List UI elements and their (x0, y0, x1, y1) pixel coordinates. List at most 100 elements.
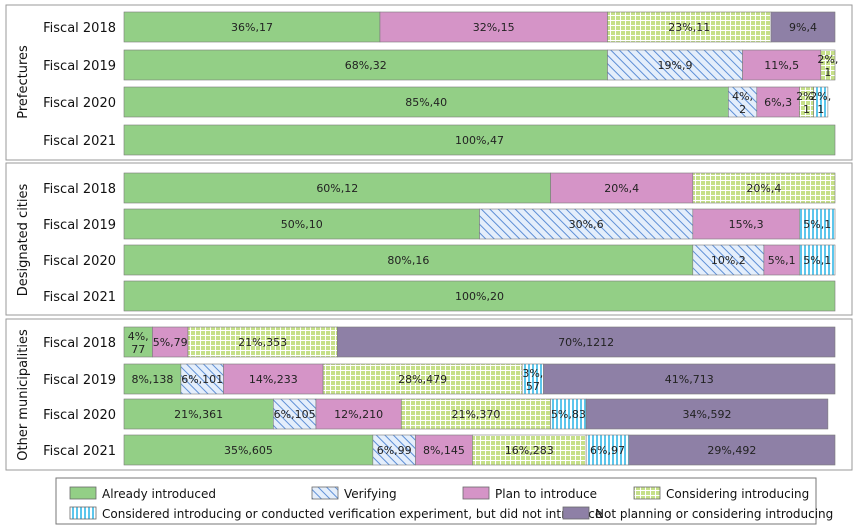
data-label: 4%, 2 (732, 90, 753, 116)
data-label: 6%,97 (590, 444, 625, 457)
row-label: Fiscal 2019 (43, 218, 116, 233)
row-label: Fiscal 2021 (43, 444, 116, 459)
data-label: 20%,4 (746, 182, 781, 195)
bar-segment-considering-introducing (472, 434, 587, 466)
data-label: 21%,361 (174, 408, 223, 421)
data-label: 14%,233 (249, 373, 298, 386)
bar-segment-considering-introducing (692, 172, 836, 204)
data-label: 3%, 57 (522, 367, 543, 393)
bar-segment-considering-introducing (607, 11, 772, 43)
bar-segment-considered-introducing-or-conducted-verification-experiment-but-did-not-introduce (585, 434, 630, 466)
data-label: 6%,105 (274, 408, 316, 421)
row-label: Fiscal 2020 (43, 254, 116, 269)
row-label: Fiscal 2020 (43, 408, 116, 423)
data-label: 15%,3 (729, 218, 764, 231)
bar-segment-already-introduced (123, 363, 182, 395)
data-label: 70%,1212 (558, 336, 614, 349)
data-label: 10%,2 (711, 254, 746, 267)
bar-segment-plan-to-introduce (692, 208, 800, 240)
legend-label: Plan to introduce (495, 487, 597, 501)
data-label: 100%,20 (455, 290, 504, 303)
bar-segment-plan-to-introduce (742, 49, 822, 81)
bar-segment-already-introduced (123, 398, 274, 430)
group-label-designated-cities: Designated cities (16, 183, 31, 296)
data-label: 28%,479 (398, 373, 447, 386)
data-label: 35%,605 (224, 444, 273, 457)
data-label: 34%,592 (683, 408, 732, 421)
row-label: Fiscal 2020 (43, 96, 116, 111)
data-label: 50%,10 (281, 218, 323, 231)
bar-segment-not-planning-or-considering-introducing (543, 363, 836, 395)
legend-swatch-considered-introducing-or-conducted-verification-experiment-but-did-not-introduce (69, 506, 97, 520)
data-label: 6%,101 (181, 373, 223, 386)
data-label: 23%,11 (668, 21, 710, 34)
bar-segment-considered-introducing-or-conducted-verification-experiment-but-did-not-introduce (799, 208, 836, 240)
data-label: 4%, 77 (128, 330, 149, 356)
bar-segment-verifying (180, 363, 224, 395)
row-label: Fiscal 2019 (43, 373, 116, 388)
data-label: 85%,40 (405, 96, 447, 109)
bar-segment-not-planning-or-considering-introducing (585, 398, 829, 430)
data-label: 8%,138 (131, 373, 173, 386)
data-label: 2%, 1 (796, 90, 817, 116)
data-label: 29%,492 (707, 444, 756, 457)
bar-segment-verifying (728, 86, 758, 118)
data-label: 80%,16 (387, 254, 429, 267)
bar-segment-not-planning-or-considering-introducing (770, 11, 836, 43)
bar-segment-already-introduced (123, 11, 381, 43)
data-label: 41%,713 (665, 373, 714, 386)
data-label: 32%,15 (473, 21, 515, 34)
bar-segment-already-introduced (123, 244, 694, 276)
bar-segment-considering-introducing (187, 326, 338, 358)
bar-segment-considered-introducing-or-conducted-verification-experiment-but-did-not-introduce (799, 244, 836, 276)
data-label: 11%,5 (764, 59, 799, 72)
bar-segment-considered-introducing-or-conducted-verification-experiment-but-did-not-introduce (813, 86, 829, 118)
bar-segment-verifying (273, 398, 317, 430)
legend-label: Already introduced (102, 487, 216, 501)
legend-swatch-verifying (311, 486, 339, 500)
legend-label: Verifying (344, 487, 397, 501)
data-label: 6%,3 (764, 96, 792, 109)
data-label: 12%,210 (334, 408, 383, 421)
legend-label: Not planning or considering introducing (595, 507, 833, 521)
legend-items: Already introduced Verifying Plan to intro… (69, 486, 833, 521)
data-label: 21%,370 (451, 408, 500, 421)
bar-segment-considered-introducing-or-conducted-verification-experiment-but-did-not-introduce (550, 398, 587, 430)
data-label: 30%,6 (569, 218, 604, 231)
legend-swatch-already-introduced (69, 486, 97, 500)
data-label: 5%,1 (803, 254, 831, 267)
data-label: 5%,79 (153, 336, 188, 349)
bar-segment-not-planning-or-considering-introducing (336, 326, 836, 358)
bar-segment-plan-to-introduce (550, 172, 694, 204)
bar-segment-considering-introducing (400, 398, 551, 430)
group-label-prefectures: Prefectures (16, 45, 31, 119)
data-label: 9%,4 (789, 21, 817, 34)
data-label: 8%,145 (423, 444, 465, 457)
data-label: 19%,9 (658, 59, 693, 72)
bar-segment-verifying (607, 49, 743, 81)
row-label: Fiscal 2018 (43, 182, 116, 197)
bar-segment-plan-to-introduce (756, 86, 800, 118)
row-label: Fiscal 2021 (43, 290, 116, 305)
bar-segment-not-planning-or-considering-introducing (628, 434, 836, 466)
data-label: 6%,99 (377, 444, 412, 457)
legend-swatch-considering-introducing (633, 486, 661, 500)
data-label: 60%,12 (316, 182, 358, 195)
bar-segment-already-introduced (123, 434, 374, 466)
data-label: 21%,353 (238, 336, 287, 349)
bar-segment-already-introduced (123, 49, 608, 81)
data-label: 5%,83 (551, 408, 586, 421)
legend-label: Considering introducing (666, 487, 809, 501)
data-label: 16%,283 (505, 444, 554, 457)
bar-segment-considering-introducing (820, 49, 836, 81)
row-label: Fiscal 2021 (43, 134, 116, 149)
bar-segment-already-introduced (123, 124, 836, 156)
legend-swatch-plan-to-introduce (462, 486, 490, 500)
data-label: 100%,47 (455, 134, 504, 147)
bars-layer: Prefectures Fiscal 2018 36%,17 32%,15 23%,11… (16, 11, 838, 466)
row-label: Fiscal 2018 (43, 336, 116, 351)
bar-segment-plan-to-introduce (763, 244, 800, 276)
data-label: 2%, 1 (817, 53, 838, 79)
data-label: 2%, 1 (810, 90, 831, 116)
